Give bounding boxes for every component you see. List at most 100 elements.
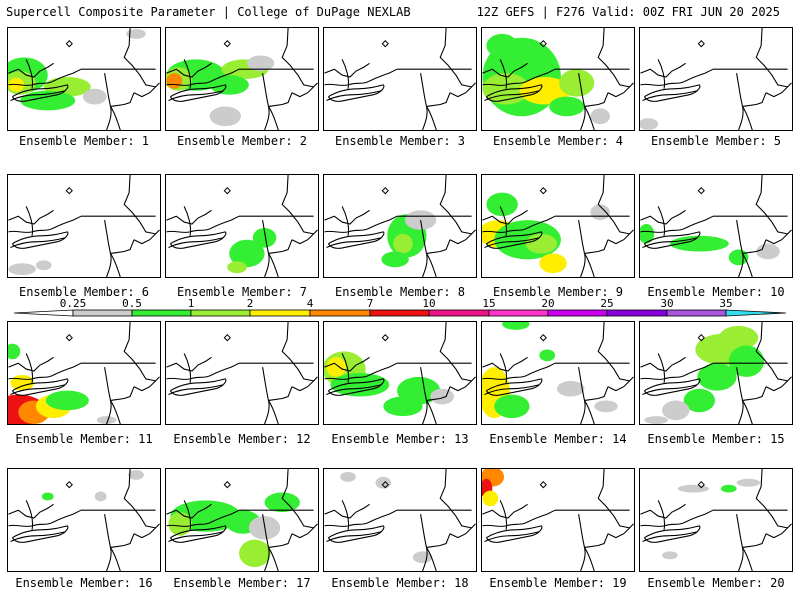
state-border-line — [642, 237, 698, 249]
scp-contour-fill — [168, 512, 192, 536]
member-label-15: Ensemble Member: 15 — [647, 432, 785, 446]
member-label-1: Ensemble Member: 1 — [18, 134, 150, 148]
scp-contour-fill — [720, 484, 737, 493]
state-border-line — [341, 206, 350, 236]
state-border-line — [8, 503, 54, 519]
state-border-line — [640, 68, 714, 86]
state-border-line — [106, 253, 112, 277]
coastline — [449, 376, 476, 392]
state-border-line — [25, 500, 34, 530]
color-scale-tick-label: 35 — [719, 297, 733, 310]
scp-contour-fill — [519, 77, 571, 105]
scp-contour-fill — [326, 357, 347, 377]
state-border-line — [123, 469, 156, 529]
member-map-15 — [639, 321, 793, 425]
state-border-line — [326, 237, 382, 249]
color-scale-tick-label: 20 — [541, 297, 555, 310]
state-border-line — [8, 356, 54, 372]
state-border-line — [484, 237, 540, 249]
state-border-line — [166, 503, 212, 519]
scp-contour-fill — [375, 476, 392, 489]
marker-diamond-icon — [381, 334, 389, 342]
member-label-18: Ensemble Member: 18 — [331, 576, 469, 590]
state-border-line — [640, 209, 686, 225]
coastline — [291, 523, 318, 539]
scp-contour-fill — [209, 106, 242, 127]
color-scale-segment — [369, 309, 430, 317]
coastline — [133, 523, 160, 539]
scp-field-map — [324, 28, 476, 130]
state-border-line — [341, 500, 350, 530]
member-map-14 — [481, 321, 635, 425]
state-border-line — [262, 220, 293, 255]
state-border-line — [755, 469, 788, 529]
state-border-line — [104, 73, 135, 108]
state-border-line — [268, 253, 279, 277]
state-border-line — [742, 253, 753, 277]
scp-field-map — [166, 322, 318, 424]
member-label-6: Ensemble Member: 6 — [18, 285, 150, 299]
color-scale-tick-label: 25 — [600, 297, 614, 310]
scp-field-map — [8, 469, 160, 571]
scp-contour-fill — [525, 233, 558, 254]
scp-contour-fill — [662, 551, 678, 560]
state-border-line — [327, 525, 385, 543]
state-border-line — [104, 367, 135, 402]
state-border-line — [640, 215, 714, 233]
state-border-line — [166, 362, 240, 380]
state-border-line — [166, 209, 212, 225]
scp-field-map — [640, 28, 792, 130]
scp-contour-fill — [94, 491, 107, 502]
state-border-line — [597, 28, 630, 88]
state-border-line — [578, 514, 609, 549]
state-border-line — [281, 469, 314, 529]
state-border-line — [640, 362, 714, 380]
state-border-line — [485, 525, 543, 543]
state-border-line — [482, 509, 556, 527]
member-map-2 — [165, 27, 319, 131]
state-border-line — [169, 378, 227, 396]
state-border-line — [578, 367, 609, 402]
coastline — [449, 229, 476, 245]
scp-contour-fill — [41, 492, 54, 501]
state-border-line — [166, 62, 212, 78]
state-border-line — [8, 209, 54, 225]
scp-field-map — [8, 175, 160, 277]
scp-contour-fill — [381, 251, 409, 268]
scp-field-map — [640, 322, 792, 424]
marker-diamond-icon — [65, 481, 73, 489]
state-border-line — [25, 206, 34, 236]
state-border-line — [327, 231, 385, 249]
scp-field-map — [324, 322, 476, 424]
state-border-line — [742, 400, 753, 424]
member-label-20: Ensemble Member: 20 — [647, 576, 785, 590]
state-border-line — [597, 175, 630, 235]
state-border-line — [123, 175, 156, 235]
marker-diamond-icon — [539, 481, 547, 489]
scp-contour-fill — [96, 416, 117, 424]
state-border-line — [484, 531, 540, 543]
color-scale-segment — [488, 309, 549, 317]
member-label-2: Ensemble Member: 2 — [176, 134, 308, 148]
scp-contour-fill — [728, 345, 765, 377]
state-border-line — [324, 209, 370, 225]
scp-field-map — [8, 28, 160, 130]
color-scale-segment — [428, 309, 490, 317]
member-label-7: Ensemble Member: 7 — [176, 285, 308, 299]
scp-contour-fill — [128, 469, 144, 480]
state-border-line — [324, 215, 398, 233]
coastline — [765, 376, 792, 392]
state-border-line — [324, 503, 370, 519]
coastline — [133, 82, 160, 98]
coastline — [765, 82, 792, 98]
state-border-line — [642, 531, 698, 543]
state-border-line — [110, 106, 121, 130]
member-map-18 — [323, 468, 477, 572]
color-scale-tick-label: 0.5 — [122, 297, 142, 310]
state-border-line — [264, 547, 270, 571]
color-scale-segment — [547, 309, 608, 317]
state-border-line — [123, 28, 156, 88]
marker-diamond-icon — [381, 187, 389, 195]
state-border-line — [110, 253, 121, 277]
scp-contour-fill — [239, 539, 271, 568]
